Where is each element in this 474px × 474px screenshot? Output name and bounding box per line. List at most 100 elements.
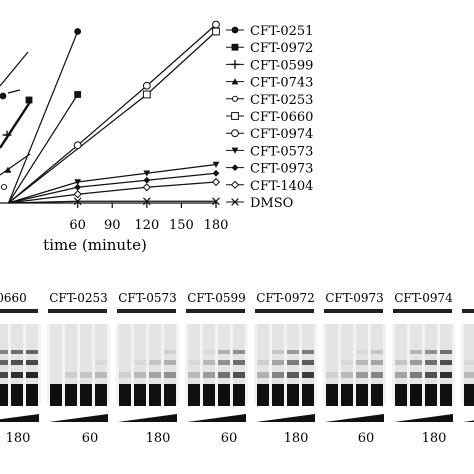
gel-lane-label: CFT-0599 [187,291,246,305]
gel-band-product [119,372,131,378]
gel-band-product [203,372,215,378]
gel-band-product [188,372,200,378]
gel-band-product [440,360,452,365]
gel-band-substrate [440,384,452,406]
legend-marker [231,95,239,102]
gel-time-label: 60 [82,431,99,446]
legend-marker [230,60,240,69]
data-point [142,183,151,192]
x-tick-label: 120 [134,218,159,233]
legend-marker [231,198,239,206]
data-point [143,197,151,206]
data-point [212,161,220,168]
gel-band-product [410,360,422,365]
gel-band-product [326,372,338,378]
plot-area [0,20,221,206]
gel-band-substrate [26,384,38,406]
gel-band-product [164,360,176,365]
gel-band-product [26,360,38,365]
series-line [0,51,29,87]
legend-marker [231,129,239,138]
gel-band-product [218,350,230,354]
legend-label: DMSO [250,196,293,211]
gel-lane-bar [48,309,107,313]
gel-lane-bar [393,309,452,313]
legend-item: CFT-0972 [226,41,313,56]
legend-item: CFT-1404 [226,179,313,194]
x-tick-label: 150 [169,218,194,233]
gel-band-product [80,372,92,378]
gel-lane-bar [324,309,383,313]
gel-band-product [95,360,107,365]
gel-band-product [233,350,245,354]
gel-band-substrate [272,384,284,406]
gel-band-product [272,372,284,378]
gel-lane: CFT-0573 [116,291,179,422]
gel-band-product [464,372,474,378]
gel-band-product [26,350,38,354]
gel-band-substrate [188,384,200,406]
series-line [8,200,216,204]
gel-band-product [218,360,230,365]
legend-item: CFT-0253 [226,93,313,108]
gel-lane-label: CFT-0573 [118,291,177,305]
series-line [8,24,217,204]
gel-band-substrate [257,384,269,406]
gel-band-product [218,372,230,378]
gel-band-product [356,360,368,365]
gel-band-product [356,350,368,354]
gel-band-product [272,360,284,365]
x-axis-title: time (minute) [43,236,147,254]
gel-ramp [49,414,108,422]
legend-item: CFT-0660 [226,110,313,125]
gel-band-product [410,372,422,378]
series-line [7,31,79,204]
gel-band-substrate [0,384,8,406]
gel-band-substrate [80,384,92,406]
legend-marker [231,26,239,34]
data-point [143,170,151,177]
gel-band-product [26,372,38,378]
series-cft-0974 [8,20,220,204]
legend-label: CFT-0660 [250,110,313,125]
series-dmso [8,197,220,206]
gel-ramp [394,414,453,422]
gel-ramp [463,420,474,422]
data-point [73,141,82,150]
gel-lane-bar [186,309,245,313]
gel-well [464,324,474,404]
gel-lane: CFT-0599 [185,291,248,422]
gel-time-label: 180 [284,431,309,446]
data-point [25,96,33,104]
gel-band-product [0,360,8,365]
x-tick-label: 180 [204,218,229,233]
data-point [0,183,8,191]
gel-band-substrate [149,384,161,406]
gel-band-product [0,350,8,354]
gel-band-product [257,360,269,365]
x-tick-label: 90 [104,218,121,233]
gel-ramp [256,414,315,422]
legend-marker [230,180,240,189]
gel-band-substrate [302,384,314,406]
gel-band-product [395,372,407,378]
gel-band-product [341,372,353,378]
gel-band-product [233,360,245,365]
series-line [7,94,79,204]
gel-lane-label: CFT-0972 [256,291,315,305]
gel-band-substrate [134,384,146,406]
gel-time-label: 60 [221,431,238,446]
data-point [0,92,7,100]
gel-band-product [164,350,176,354]
gel-lane: CFT-0974 [392,291,455,422]
gel-ramp [0,414,39,422]
series-line [8,163,217,204]
data-point [212,169,220,177]
legend-marker [231,147,239,154]
gel-band-product [287,372,299,378]
gel-band-product [11,360,23,365]
gel-band-substrate [410,384,422,406]
gel-ramp [118,414,177,422]
legend-marker [231,43,239,51]
gel-band-product [272,350,284,354]
